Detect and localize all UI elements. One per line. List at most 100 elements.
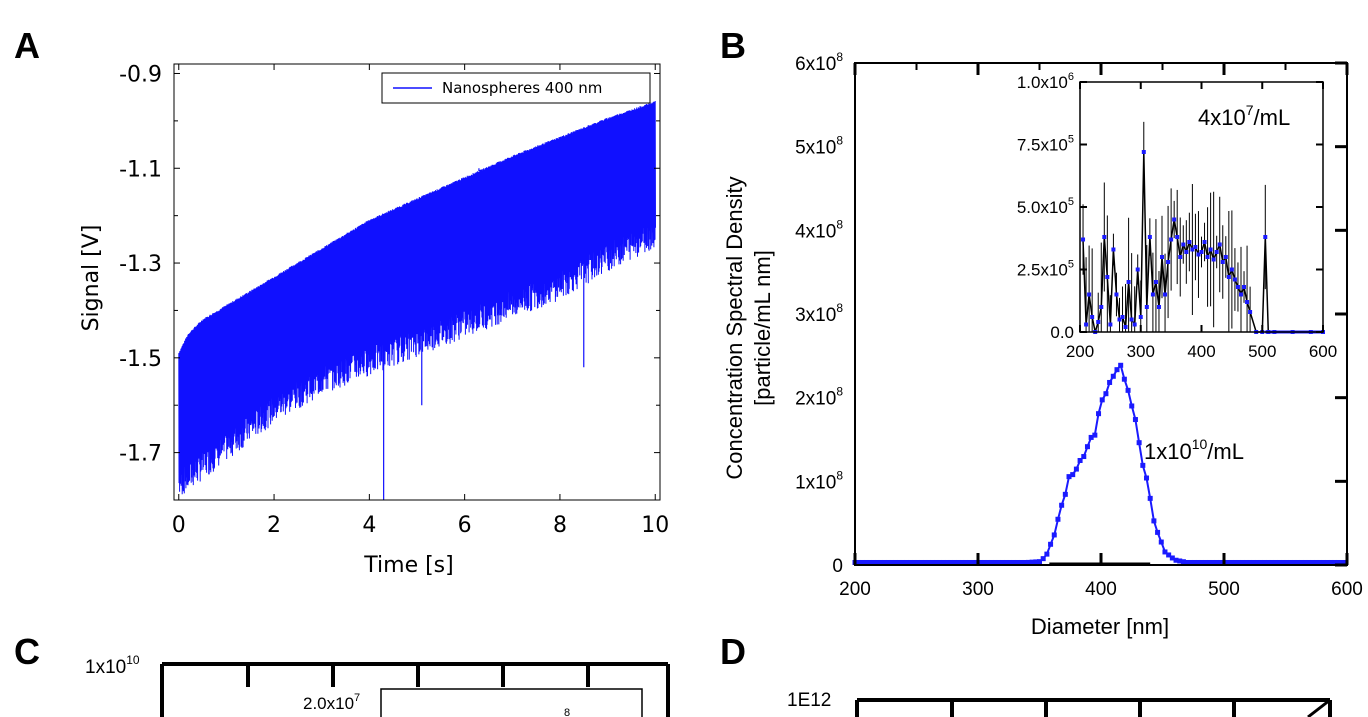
chart-b-main-point xyxy=(1306,559,1312,565)
chart-b-inset-point xyxy=(1099,305,1104,309)
chart-a-x-label: Time [s] xyxy=(363,553,453,578)
chart-b-main-point xyxy=(933,559,939,565)
chart-b-main-point xyxy=(1313,559,1319,565)
chart-b-main-point xyxy=(1110,373,1116,379)
chart-b-main-point xyxy=(1000,559,1006,565)
chart-b-main-point xyxy=(1199,559,1205,565)
chart-b-inset-point xyxy=(1120,315,1125,319)
chart-b-main-point xyxy=(1062,491,1068,497)
chart-b-inset-point xyxy=(1129,317,1134,322)
chart-b-main-point xyxy=(1291,559,1297,565)
chart-b-main-point xyxy=(1048,541,1054,547)
chart-b-main-point xyxy=(1280,559,1286,565)
chart-b-series xyxy=(852,362,1349,566)
chart-b-main-point xyxy=(959,559,965,565)
chart-b-inset-point xyxy=(1248,310,1253,314)
chart-b-inset-xtick-label: 600 xyxy=(1309,342,1337,361)
chart-b-inset-xtick-label: 400 xyxy=(1187,342,1215,361)
chart-b-inset: 200 300 400 500 600 0.0 2.5x105 5.0x105 7.5x105 1… xyxy=(1017,71,1337,361)
chart-b-inset-point xyxy=(1126,280,1131,284)
chart-b-main-point xyxy=(970,559,976,565)
chart-b-main-point xyxy=(870,559,876,565)
chart-b-inset-ticks: 200 300 400 500 600 0.0 2.5x105 5.0x105 7.5x105 1… xyxy=(1017,71,1337,361)
chart-a-legend-label: Nanospheres 400 nm xyxy=(442,79,602,97)
chart-b-main-point xyxy=(1092,432,1098,438)
chart-b-inset-point xyxy=(1229,267,1234,272)
chart-b-main-point xyxy=(1107,379,1113,385)
chart-b-main-point xyxy=(867,559,873,565)
chart-b-inset-point xyxy=(1232,277,1237,282)
chart-b-inset-xtick-label: 500 xyxy=(1248,342,1276,361)
chart-b-inset-ytick-label: 5.0x105 xyxy=(1017,196,1074,217)
chart-a-ytick-label: -0.9 xyxy=(119,62,162,87)
chart-b-inset-point xyxy=(1096,320,1101,324)
chart-b-y-label: Concentration Spectral Density xyxy=(722,176,747,479)
chart-b-xtick-label: 400 xyxy=(1085,579,1117,600)
chart-b-main-point xyxy=(1214,559,1220,565)
chart-b-inset-point xyxy=(1087,292,1092,297)
chart-b-main-point xyxy=(981,559,987,565)
chart-b-main-point xyxy=(904,559,910,565)
chart-b-main-point xyxy=(1073,466,1079,472)
chart-a-trace-line xyxy=(178,100,656,495)
chart-b-main-point xyxy=(1144,475,1150,481)
chart-b-main-point xyxy=(1151,518,1157,524)
chart-b-main-point xyxy=(926,559,932,565)
chart-b-main-point xyxy=(955,559,961,565)
chart-b-xtick-label: 200 xyxy=(839,579,871,600)
chart-b-main-point xyxy=(1003,559,1009,565)
chart-b-main-point xyxy=(1025,559,1031,565)
chart-b-main-point xyxy=(989,559,995,565)
chart-b-main-point xyxy=(1298,559,1304,565)
chart-b-main-point xyxy=(1136,440,1142,446)
chart-b-main-point xyxy=(1162,549,1168,555)
chart-b-main-point xyxy=(1096,411,1102,417)
chart-b-main-point xyxy=(1269,559,1275,565)
chart-b-main-point xyxy=(937,559,943,565)
chart-b-inset-point xyxy=(1163,292,1168,297)
chart-b-inset-point xyxy=(1156,305,1161,309)
chart-b-main-point xyxy=(1258,559,1264,565)
chart-a-xtick-label: 2 xyxy=(267,513,281,538)
chart-b-main-point xyxy=(1077,457,1083,463)
chart-b-main-point xyxy=(1114,367,1120,373)
chart-b-xtick-label: 300 xyxy=(962,579,994,600)
chart-b-inset-point xyxy=(1160,255,1165,259)
chart-b-main-point xyxy=(1310,559,1316,565)
chart-b-main-point xyxy=(859,559,865,565)
chart-b-main-point xyxy=(922,559,928,565)
chart-b-ytick-label: 5x108 xyxy=(795,134,843,159)
chart-b-main-point xyxy=(1195,559,1201,565)
chart-a-signal-trace xyxy=(178,100,656,500)
chart-b-main-point xyxy=(992,559,998,565)
chart-b-main-point xyxy=(963,559,969,565)
chart-b-inset-point xyxy=(1102,235,1107,239)
chart-b-inset-point xyxy=(1184,250,1189,254)
chart-b-main-point xyxy=(966,559,972,565)
chart-a-ytick-label: -1.5 xyxy=(119,347,162,372)
chart-b-inset-point xyxy=(1223,255,1228,259)
chart-b-inset-xtick-label: 300 xyxy=(1127,342,1155,361)
chart-b-main-point xyxy=(1129,403,1135,409)
chart-a-xtick-label: 0 xyxy=(172,513,186,538)
chart-b-main-point xyxy=(1184,559,1190,565)
chart-b-main-point xyxy=(1037,559,1042,565)
chart-b-inset-ytick-label: 0.0 xyxy=(1050,323,1074,342)
chart-a-ytick-label: -1.3 xyxy=(119,252,162,277)
chart-b-inset-point xyxy=(1084,322,1089,327)
chart-b-main-point xyxy=(918,559,924,565)
chart-b-inset-point xyxy=(1114,292,1119,297)
chart-b-main-point xyxy=(889,559,895,565)
chart-b-ticks: 200 300 400 500 600 0 1x108 2x108 3x108 4x108 5x10… xyxy=(795,50,1363,600)
chart-b-main-point xyxy=(1088,434,1094,440)
chart-b-main-point xyxy=(1140,462,1146,468)
chart-b-main-point xyxy=(1191,559,1197,565)
chart-b-inset-point xyxy=(1242,285,1247,289)
chart-b-inset-point xyxy=(1187,240,1192,244)
chart-b-main-point xyxy=(1011,559,1017,565)
chart-c-inset-fragment: 8 xyxy=(564,707,570,717)
chart-b-main-point xyxy=(1225,559,1231,565)
chart-b-main-point xyxy=(1180,559,1186,565)
chart-b-inset-point xyxy=(1111,247,1116,252)
